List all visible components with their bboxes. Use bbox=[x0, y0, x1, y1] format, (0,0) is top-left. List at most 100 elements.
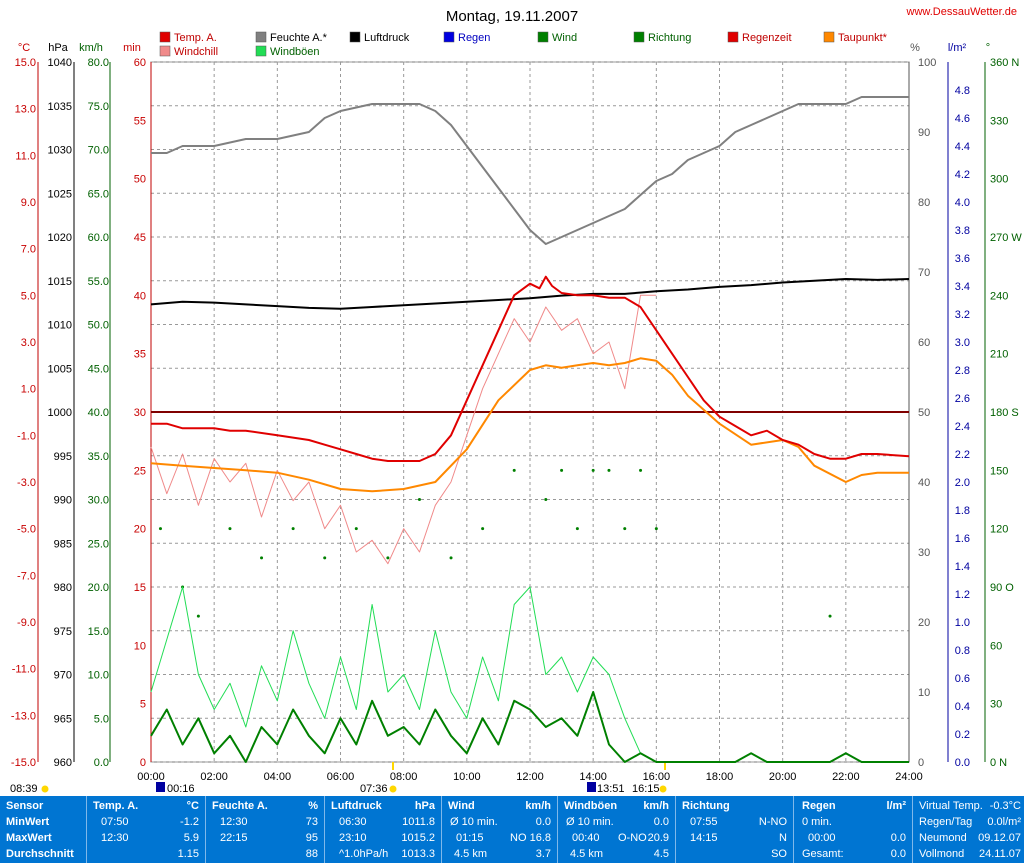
axis-tick-pressure: 965 bbox=[54, 713, 72, 725]
axis-tick-rain: 3.0 bbox=[955, 337, 970, 349]
axis-tick-temp: -9.0 bbox=[17, 617, 36, 629]
axis-tick-rain: 3.2 bbox=[955, 309, 970, 321]
legend-label: Luftdruck bbox=[364, 32, 410, 44]
stats-header: Luftdruck bbox=[331, 800, 382, 812]
stats-time: 0 min. bbox=[802, 816, 832, 828]
stats-misc-value: 0.0l/m² bbox=[987, 816, 1021, 828]
stats-time: 14:15 bbox=[690, 832, 718, 844]
direction-point bbox=[623, 527, 627, 531]
axis-unit-temp: °C bbox=[18, 42, 30, 54]
stats-row-label: Durchschnitt bbox=[6, 848, 74, 860]
stats-time: Gesamt: bbox=[802, 848, 844, 860]
axis-tick-temp: -7.0 bbox=[17, 570, 36, 582]
stats-value: 3.7 bbox=[535, 848, 551, 860]
axis-tick-temp: 3.0 bbox=[21, 337, 36, 349]
stats-direction: O-NO bbox=[618, 832, 647, 844]
axis-tick-pressure: 990 bbox=[54, 495, 72, 507]
legend-swatch-square-icon bbox=[443, 31, 455, 43]
axis-tick-time: 10:00 bbox=[453, 771, 481, 783]
axis-tick-direction: 120 bbox=[990, 524, 1008, 536]
stats-time: 4.5 km bbox=[454, 848, 488, 860]
axis-tick-pressure: 995 bbox=[54, 451, 72, 463]
marker-sunset: 16:15 bbox=[632, 783, 660, 795]
stats-unit: km/h bbox=[525, 800, 551, 812]
stats-time: 06:30 bbox=[339, 816, 367, 828]
legend-label: Feuchte A.* bbox=[270, 32, 328, 44]
legend-swatch-square-icon bbox=[255, 45, 267, 57]
stats-value: N-NO bbox=[758, 816, 787, 828]
weather-chart: Montag, 19.11.2007 www.DessauWetter.de Tem… bbox=[10, 6, 1022, 795]
legend-label: Richtung bbox=[648, 32, 691, 44]
axis-tick-direction: 0 N bbox=[990, 757, 1007, 769]
stats-header: Temp. A. bbox=[93, 800, 139, 812]
direction-point bbox=[354, 527, 358, 531]
direction-point bbox=[228, 527, 232, 531]
direction-point bbox=[417, 498, 421, 501]
axis-tick-time: 24:00 bbox=[895, 771, 923, 783]
axis-tick-wind: 25.0 bbox=[88, 538, 109, 550]
direction-point bbox=[560, 468, 564, 472]
marker-left-time: 08:39 bbox=[10, 783, 38, 795]
axis-tick-direction: 30 bbox=[990, 699, 1002, 711]
axis-tick-rain: 4.8 bbox=[955, 85, 970, 97]
direction-point bbox=[512, 468, 516, 472]
stats-misc-label: Vollmond bbox=[919, 848, 965, 860]
legend-swatch-square-icon bbox=[537, 31, 549, 43]
axis-tick-humidity: 0 bbox=[918, 757, 924, 769]
axis-tick-rain-min: 55 bbox=[134, 115, 146, 127]
axis-tick-pressure: 970 bbox=[54, 670, 72, 682]
statistics-bar: Sensor MinWert MaxWert Durchschnitt Temp… bbox=[0, 796, 1024, 863]
axis-tick-direction: 360 N bbox=[990, 57, 1019, 69]
axis-tick-time: 20:00 bbox=[769, 771, 797, 783]
stats-unit: km/h bbox=[643, 800, 669, 812]
axis-tick-wind: 35.0 bbox=[88, 451, 109, 463]
stats-header: Windböen bbox=[564, 800, 618, 812]
legend-label: Regenzeit bbox=[742, 32, 792, 44]
axis-tick-rain: 2.8 bbox=[955, 365, 970, 377]
direction-point bbox=[544, 498, 548, 501]
legend-label: Regen bbox=[458, 32, 490, 44]
axis-tick-pressure: 1025 bbox=[48, 188, 72, 200]
direction-point bbox=[591, 468, 595, 472]
axis-tick-rain: 3.4 bbox=[955, 281, 970, 293]
axis-tick-rain: 2.2 bbox=[955, 449, 970, 461]
stats-col-wind: Wind km/h Ø 10 min. 0.0 01:15 NO 16.8 4.… bbox=[442, 796, 558, 863]
stats-time: Ø 10 min. bbox=[566, 816, 614, 828]
stats-time: 07:55 bbox=[690, 816, 718, 828]
direction-point bbox=[481, 527, 485, 531]
stats-time: Ø 10 min. bbox=[450, 816, 498, 828]
axis-tick-time: 06:00 bbox=[327, 771, 355, 783]
axis-tick-temp: -15.0 bbox=[11, 757, 36, 769]
axis-tick-humidity: 70 bbox=[918, 267, 930, 279]
stats-value: 1013.3 bbox=[401, 848, 435, 860]
stats-time: 12:30 bbox=[220, 816, 248, 828]
stats-unit: hPa bbox=[414, 800, 435, 812]
axis-tick-rain: 4.0 bbox=[955, 197, 970, 209]
direction-point bbox=[449, 556, 453, 560]
stats-value: 0.0 bbox=[653, 816, 669, 828]
direction-point bbox=[654, 527, 658, 531]
legend-swatch-square-icon bbox=[823, 31, 835, 43]
axis-tick-rain-min: 35 bbox=[134, 349, 146, 361]
series-line-3 bbox=[150, 278, 910, 310]
axis-tick-wind: 45.0 bbox=[88, 363, 109, 375]
axis-tick-pressure: 1000 bbox=[48, 407, 72, 419]
axis-tick-humidity: 80 bbox=[918, 197, 930, 209]
axis-tick-wind: 15.0 bbox=[88, 626, 109, 638]
axis-tick-humidity: 50 bbox=[918, 407, 930, 419]
stats-col-direction: Richtung 07:55 N-NO 14:15 N SO bbox=[676, 796, 794, 863]
stats-misc-label: Neumond bbox=[919, 832, 967, 844]
direction-point bbox=[260, 556, 264, 560]
direction-point bbox=[639, 468, 643, 472]
axis-tick-pressure: 1035 bbox=[48, 101, 72, 113]
stats-header: Sensor bbox=[6, 800, 44, 812]
axis-unit-pressure: hPa bbox=[48, 42, 68, 54]
stats-value: 1011.8 bbox=[402, 816, 435, 828]
stats-value: N bbox=[779, 832, 787, 844]
axis-tick-wind: 30.0 bbox=[88, 495, 109, 507]
stats-value: 88 bbox=[305, 848, 318, 860]
stats-time: 07:50 bbox=[101, 816, 129, 828]
stats-value: 0.0 bbox=[535, 816, 551, 828]
axis-tick-humidity: 30 bbox=[918, 547, 930, 559]
axis-tick-direction: 330 bbox=[990, 115, 1008, 127]
